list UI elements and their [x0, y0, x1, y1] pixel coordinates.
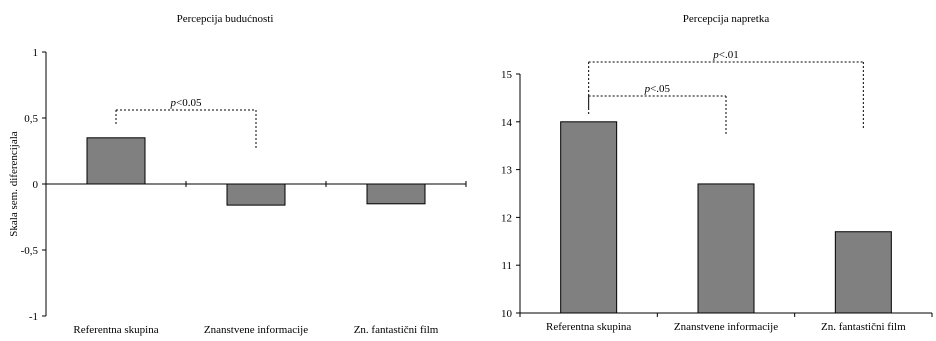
bar: [366, 183, 426, 205]
bar: [86, 137, 146, 185]
category-label: Znanstvene informacije: [674, 321, 778, 333]
y-axis-title: Skala sem. diferencijala: [8, 131, 20, 236]
y-tick-label: 0,5: [24, 113, 38, 125]
bar: [697, 183, 755, 314]
chart-panel-2: Percepcija napretka 10 11 12 13 14 15 Referentn…: [501, 13, 933, 333]
bar: [226, 183, 286, 206]
category-label: Znanstvene informacije: [204, 324, 308, 336]
significance-label: p<.01: [712, 49, 738, 61]
y-tick-label: 0: [33, 179, 39, 191]
chart-title: Percepcija budućnosti: [177, 13, 274, 25]
category-label: Zn. fantastični film: [354, 324, 439, 336]
y-tick-label: 14: [501, 117, 513, 129]
category-label: Zn. fantastični film: [821, 321, 906, 333]
y-tick-label: 10: [501, 308, 513, 320]
y-tick-label: 13: [501, 165, 513, 177]
significance-label: p<.05: [644, 83, 671, 95]
bar: [834, 231, 892, 314]
bar: [560, 121, 618, 314]
y-tick-label: -1: [29, 311, 38, 323]
y-tick-label: 1: [33, 47, 39, 59]
chart-panel-1: Percepcija budućnosti -1 -0,5 0 0,5 1 Skala se…: [8, 13, 467, 336]
category-label: Referentna skupina: [546, 321, 631, 333]
y-tick-label: 12: [501, 212, 512, 224]
chart-title: Percepcija napretka: [683, 13, 770, 25]
y-tick-label: -0,5: [21, 245, 39, 257]
significance-label: p<0.05: [170, 97, 202, 109]
y-tick-label: 15: [501, 69, 513, 81]
y-tick-label: 11: [501, 260, 512, 272]
category-label: Referentna skupina: [73, 324, 158, 336]
